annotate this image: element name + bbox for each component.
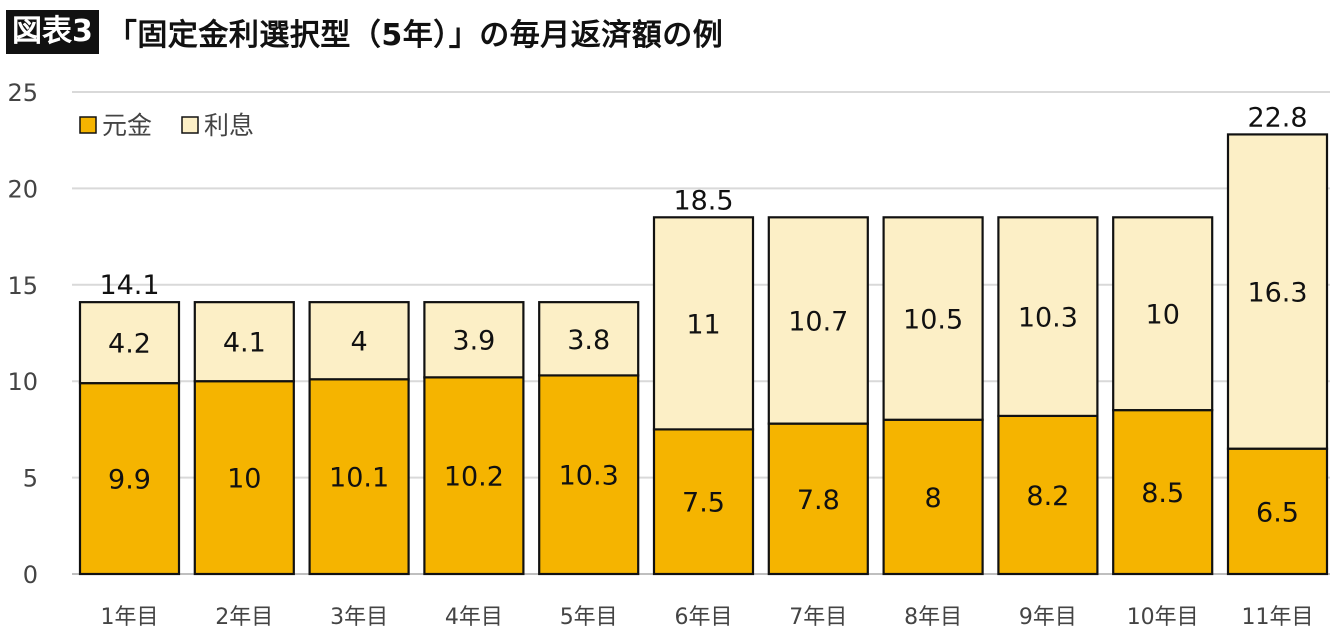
data-label-interest: 10.5 [903,305,963,336]
total-label: 14.1 [99,270,159,301]
x-tick-label: 1年目 [101,605,159,630]
data-label-principal: 7.5 [682,488,725,519]
data-label-interest: 11 [686,309,720,340]
data-label-principal: 7.8 [797,485,840,516]
x-tick-label: 6年目 [675,605,733,630]
y-axis-ticks: 0 5 10 15 20 25 [7,79,38,589]
x-tick-label: 5年目 [560,605,618,630]
bar-interest [767,216,869,425]
x-tick-label: 7年目 [789,605,847,630]
legend-swatch-principal [79,116,97,134]
y-tick-label: 25 [7,79,38,107]
x-tick-label: 11年目 [1242,605,1314,630]
bar-interest [78,301,181,385]
bar-principal [308,378,410,576]
bar-principal [997,414,1099,576]
y-tick-label: 5 [23,465,38,493]
y-tick-label: 20 [7,175,38,203]
data-label-interest: 10.7 [788,306,848,337]
data-label-interest: 10 [1146,300,1180,331]
chart-header: 図表3 「固定金利選択型（5年）」の毎月返済額の例 [6,8,723,56]
bar-principal [538,374,640,576]
bar-interest [997,216,1099,418]
data-label-principal: 9.9 [108,465,151,496]
total-label: 18.5 [673,185,733,216]
bar-interest [538,301,640,377]
bar-interest [882,216,984,421]
figure-badge: 図表3 [6,10,99,54]
bar-interest [423,301,525,379]
x-axis-ticks: 1年目 2年目 3年目 4年目 5年目 6年目 7年目 8年目 9年目 10年目 11年目 [101,605,1314,630]
x-tick-label: 3年目 [330,605,388,630]
data-label-interest: 10.3 [1018,303,1078,334]
data-label-principal: 10.2 [444,462,504,493]
data-label-principal: 8.5 [1141,478,1184,509]
data-label-interest: 3.9 [452,326,495,357]
bar-interest [308,301,410,381]
bar-principal [193,380,295,576]
data-label-principal: 6.5 [1256,497,1299,528]
legend: 元金 利息 [79,111,254,140]
data-label-interest: 16.3 [1247,278,1307,309]
bar-principal [1226,447,1329,576]
chart-title: 「固定金利選択型（5年）」の毎月返済額の例 [106,18,724,53]
bar-interest [193,301,295,383]
total-label: 22.8 [1247,102,1307,133]
data-label-principal: 10.3 [559,461,619,492]
x-tick-label: 9年目 [1019,605,1077,630]
y-tick-label: 0 [23,561,38,589]
data-label-interest: 3.8 [567,325,610,356]
legend-label-principal: 元金 [102,111,152,140]
bar-principal [652,428,755,576]
data-label-interest: 4.1 [223,328,266,359]
y-tick-label: 10 [7,368,38,396]
bar-interest [652,216,755,431]
y-tick-label: 15 [7,272,38,300]
data-label-principal: 8 [925,483,942,514]
data-label-principal: 8.2 [1026,481,1069,512]
bar-principal [78,382,181,576]
bar-principal [1112,409,1214,576]
data-label-principal: 10 [227,464,261,495]
data-label-interest: 4.2 [108,329,151,360]
x-tick-label: 2年目 [215,605,273,630]
x-tick-label: 8年目 [904,605,962,630]
legend-swatch-interest [181,116,199,134]
x-tick-label: 10年目 [1127,605,1199,630]
bar-interest [1226,133,1329,450]
data-label-interest: 4 [351,327,368,358]
bars: 9.9 4.2 10 4.1 10.1 4 10.2 3.9 10.3 3.8 7.5 11 7.8 10… [78,102,1329,576]
legend-label-interest: 利息 [204,111,254,140]
bar-principal [767,422,869,576]
data-label-principal: 10.1 [329,463,389,494]
bar-interest [1112,216,1214,412]
x-tick-label: 4年目 [445,605,503,630]
bar-principal [882,418,984,576]
